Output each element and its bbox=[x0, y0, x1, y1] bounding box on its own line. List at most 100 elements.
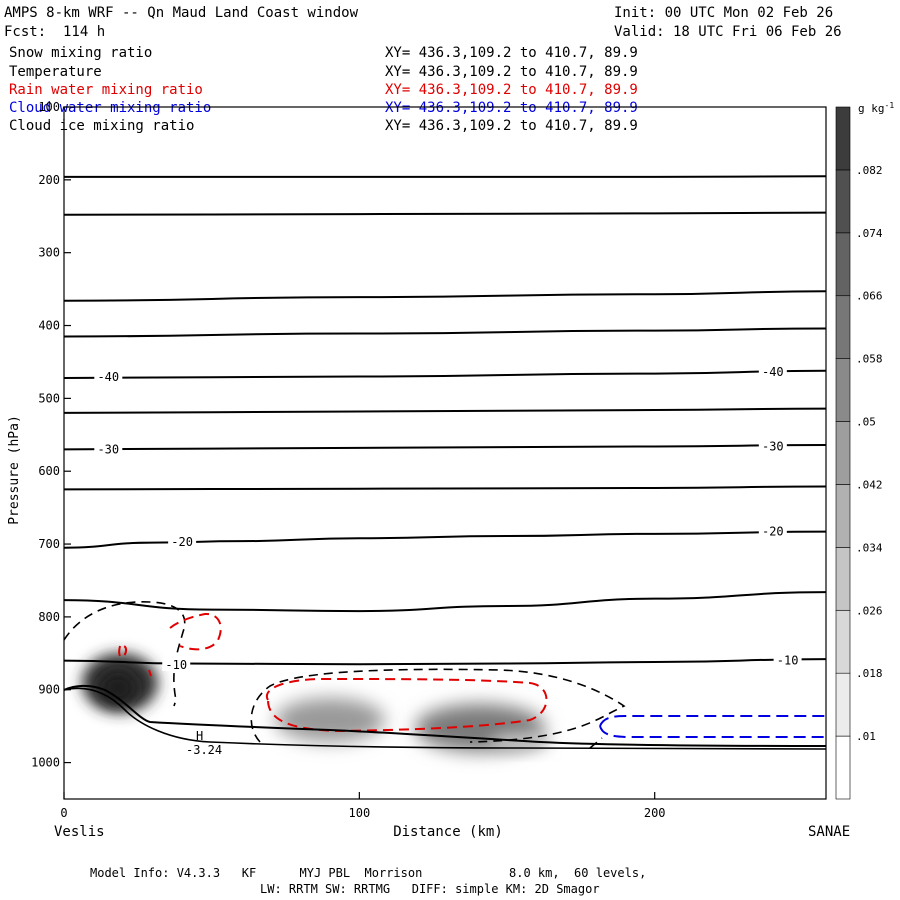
temperature-contour bbox=[63, 591, 827, 613]
colorbar-unit-exp: -1 bbox=[885, 101, 895, 110]
surface-line bbox=[63, 687, 827, 750]
y-axis: 100 200 300 400 500 600 700 800 900 1000 bbox=[31, 100, 71, 770]
terrain-line bbox=[63, 684, 827, 747]
temperature-contour bbox=[63, 407, 827, 414]
snow-tail-east bbox=[490, 732, 550, 752]
x-tick-label: 200 bbox=[644, 806, 666, 820]
field-name-rain: Rain water mixing ratio bbox=[9, 82, 203, 98]
field-name-snow: Snow mixing ratio bbox=[9, 45, 153, 61]
contour-label-bg bbox=[758, 439, 787, 453]
contour-label-bg bbox=[94, 442, 123, 456]
rain-contour-tick bbox=[148, 669, 152, 677]
snow-core-veslis bbox=[100, 672, 136, 704]
field-name-cloud-ice: Cloud ice mixing ratio bbox=[9, 118, 195, 134]
colorbar-swatch bbox=[835, 735, 851, 800]
temperature-contour-label: -10 bbox=[777, 654, 799, 668]
y-axis-label: Pressure (hPa) bbox=[7, 415, 22, 525]
temperature-contour bbox=[63, 530, 827, 549]
surface-high-value: -3.24 bbox=[186, 743, 222, 757]
cloud-ice-contour-central bbox=[250, 668, 626, 743]
colorbar-swatch bbox=[835, 169, 851, 234]
colorbar-unit: g kg-1 bbox=[858, 101, 894, 115]
colorbar-tick-label: .05 bbox=[856, 416, 876, 429]
field-xy-cloud-water: XY= 436.3,109.2 to 410.7, 89.9 bbox=[385, 100, 638, 116]
colorbar-tick-label: .034 bbox=[856, 541, 883, 554]
colorbar-swatch bbox=[835, 421, 851, 485]
chart-title: AMPS 8-km WRF -- Qn Maud Land Coast wind… bbox=[4, 5, 359, 21]
y-tick-label: 100 bbox=[38, 100, 60, 114]
rain-contour-small bbox=[118, 644, 128, 659]
x-endpoint-left: Veslis bbox=[54, 824, 105, 840]
contour-label-bg bbox=[94, 370, 123, 384]
init-time: Init: 00 UTC Mon 02 Feb 26 bbox=[614, 5, 834, 21]
colorbar-swatch bbox=[835, 672, 851, 737]
contour-label-bg bbox=[162, 657, 191, 671]
x-axis: 0 100 200 bbox=[60, 792, 666, 820]
contour-label-bg bbox=[758, 524, 787, 538]
colorbar-swatch bbox=[835, 609, 851, 674]
y-tick-label: 600 bbox=[38, 464, 60, 478]
y-tick-label: 400 bbox=[38, 319, 60, 333]
field-name-cloud-water: Cloud water mixing ratio bbox=[9, 100, 212, 116]
cloud-water-contours bbox=[599, 715, 826, 738]
field-xy-cloud-ice: XY= 436.3,109.2 to 410.7, 89.9 bbox=[385, 118, 638, 134]
y-tick-label: 900 bbox=[38, 683, 60, 697]
colorbar-swatch bbox=[835, 106, 851, 171]
temperature-contour bbox=[63, 290, 827, 302]
colorbar-swatch bbox=[835, 547, 851, 611]
contour-label-bg bbox=[758, 365, 787, 379]
colorbar-tick-label: .066 bbox=[856, 290, 883, 303]
x-tick-label: 100 bbox=[349, 806, 371, 820]
snow-shading bbox=[82, 653, 550, 752]
temperature-contour-label: -20 bbox=[171, 535, 193, 549]
colorbar-swatch bbox=[835, 232, 851, 297]
colorbar-tick-label: .018 bbox=[856, 667, 883, 680]
forecast-hour: Fcst: 114 h bbox=[4, 24, 106, 40]
model-info: Model Info: V4.3.3 KF MYJ PBL Morrison 8… bbox=[90, 866, 647, 880]
colorbar-swatch bbox=[835, 358, 851, 422]
temperature-contour bbox=[63, 485, 827, 491]
temperature-contour bbox=[63, 369, 827, 379]
temperature-contour bbox=[63, 175, 827, 178]
colorbar-tick-label: .058 bbox=[856, 353, 883, 366]
colorbar-tick-label: .082 bbox=[856, 164, 883, 177]
temperature-contour bbox=[63, 211, 827, 216]
field-xy-snow: XY= 436.3,109.2 to 410.7, 89.9 bbox=[385, 45, 638, 61]
temperature-contour bbox=[63, 443, 827, 451]
snow-max-mid bbox=[275, 698, 385, 742]
colorbar-tick-label: .01 bbox=[856, 730, 876, 743]
colorbar-swatch bbox=[835, 484, 851, 548]
colorbar-swatch bbox=[835, 295, 851, 359]
temperature-contour-label: -30 bbox=[97, 442, 119, 456]
temperature-contour-label: -20 bbox=[762, 525, 784, 539]
y-tick-label: 800 bbox=[38, 610, 60, 624]
contour-label-bg bbox=[773, 653, 802, 667]
y-tick-label: 1000 bbox=[31, 756, 60, 770]
cloud-water-contour-lower bbox=[599, 725, 826, 738]
field-xy-rain: XY= 436.3,109.2 to 410.7, 89.9 bbox=[385, 82, 638, 98]
surface-high-label: H bbox=[196, 729, 203, 743]
colorbar-unit-base: g kg bbox=[858, 102, 885, 115]
colorbar-tick-label: .026 bbox=[856, 604, 883, 617]
y-tick-label: 200 bbox=[38, 173, 60, 187]
y-tick-label: 500 bbox=[38, 391, 60, 405]
y-tick-label: 300 bbox=[38, 246, 60, 260]
temperature-contour bbox=[63, 327, 827, 338]
field-xy-temperature: XY= 436.3,109.2 to 410.7, 89.9 bbox=[385, 64, 638, 80]
field-name-temperature: Temperature bbox=[9, 64, 102, 80]
cloud-water-contour-upper bbox=[599, 715, 826, 727]
temperature-contour-label: -10 bbox=[165, 658, 187, 672]
y-tick-label: 700 bbox=[38, 537, 60, 551]
x-endpoint-right: SANAE bbox=[808, 824, 850, 840]
x-axis-label: Distance (km) bbox=[393, 824, 503, 840]
colorbar-tick-label: .074 bbox=[856, 227, 883, 240]
valid-time: Valid: 18 UTC Fri 06 Feb 26 bbox=[614, 24, 842, 40]
model-info-physics: LW: RRTM SW: RRTMG DIFF: simple KM: 2D S… bbox=[260, 882, 600, 896]
colorbar-tick-label: .042 bbox=[856, 478, 883, 491]
x-tick-label: 0 bbox=[60, 806, 67, 820]
temperature-contour-label: -30 bbox=[762, 439, 784, 453]
colorbar: .01 .018 .026 .034 .042 .05 .058 .066 .074 .082 bbox=[835, 106, 883, 800]
plot-frame bbox=[63, 106, 827, 800]
temperature-contour-label: -40 bbox=[97, 370, 119, 384]
